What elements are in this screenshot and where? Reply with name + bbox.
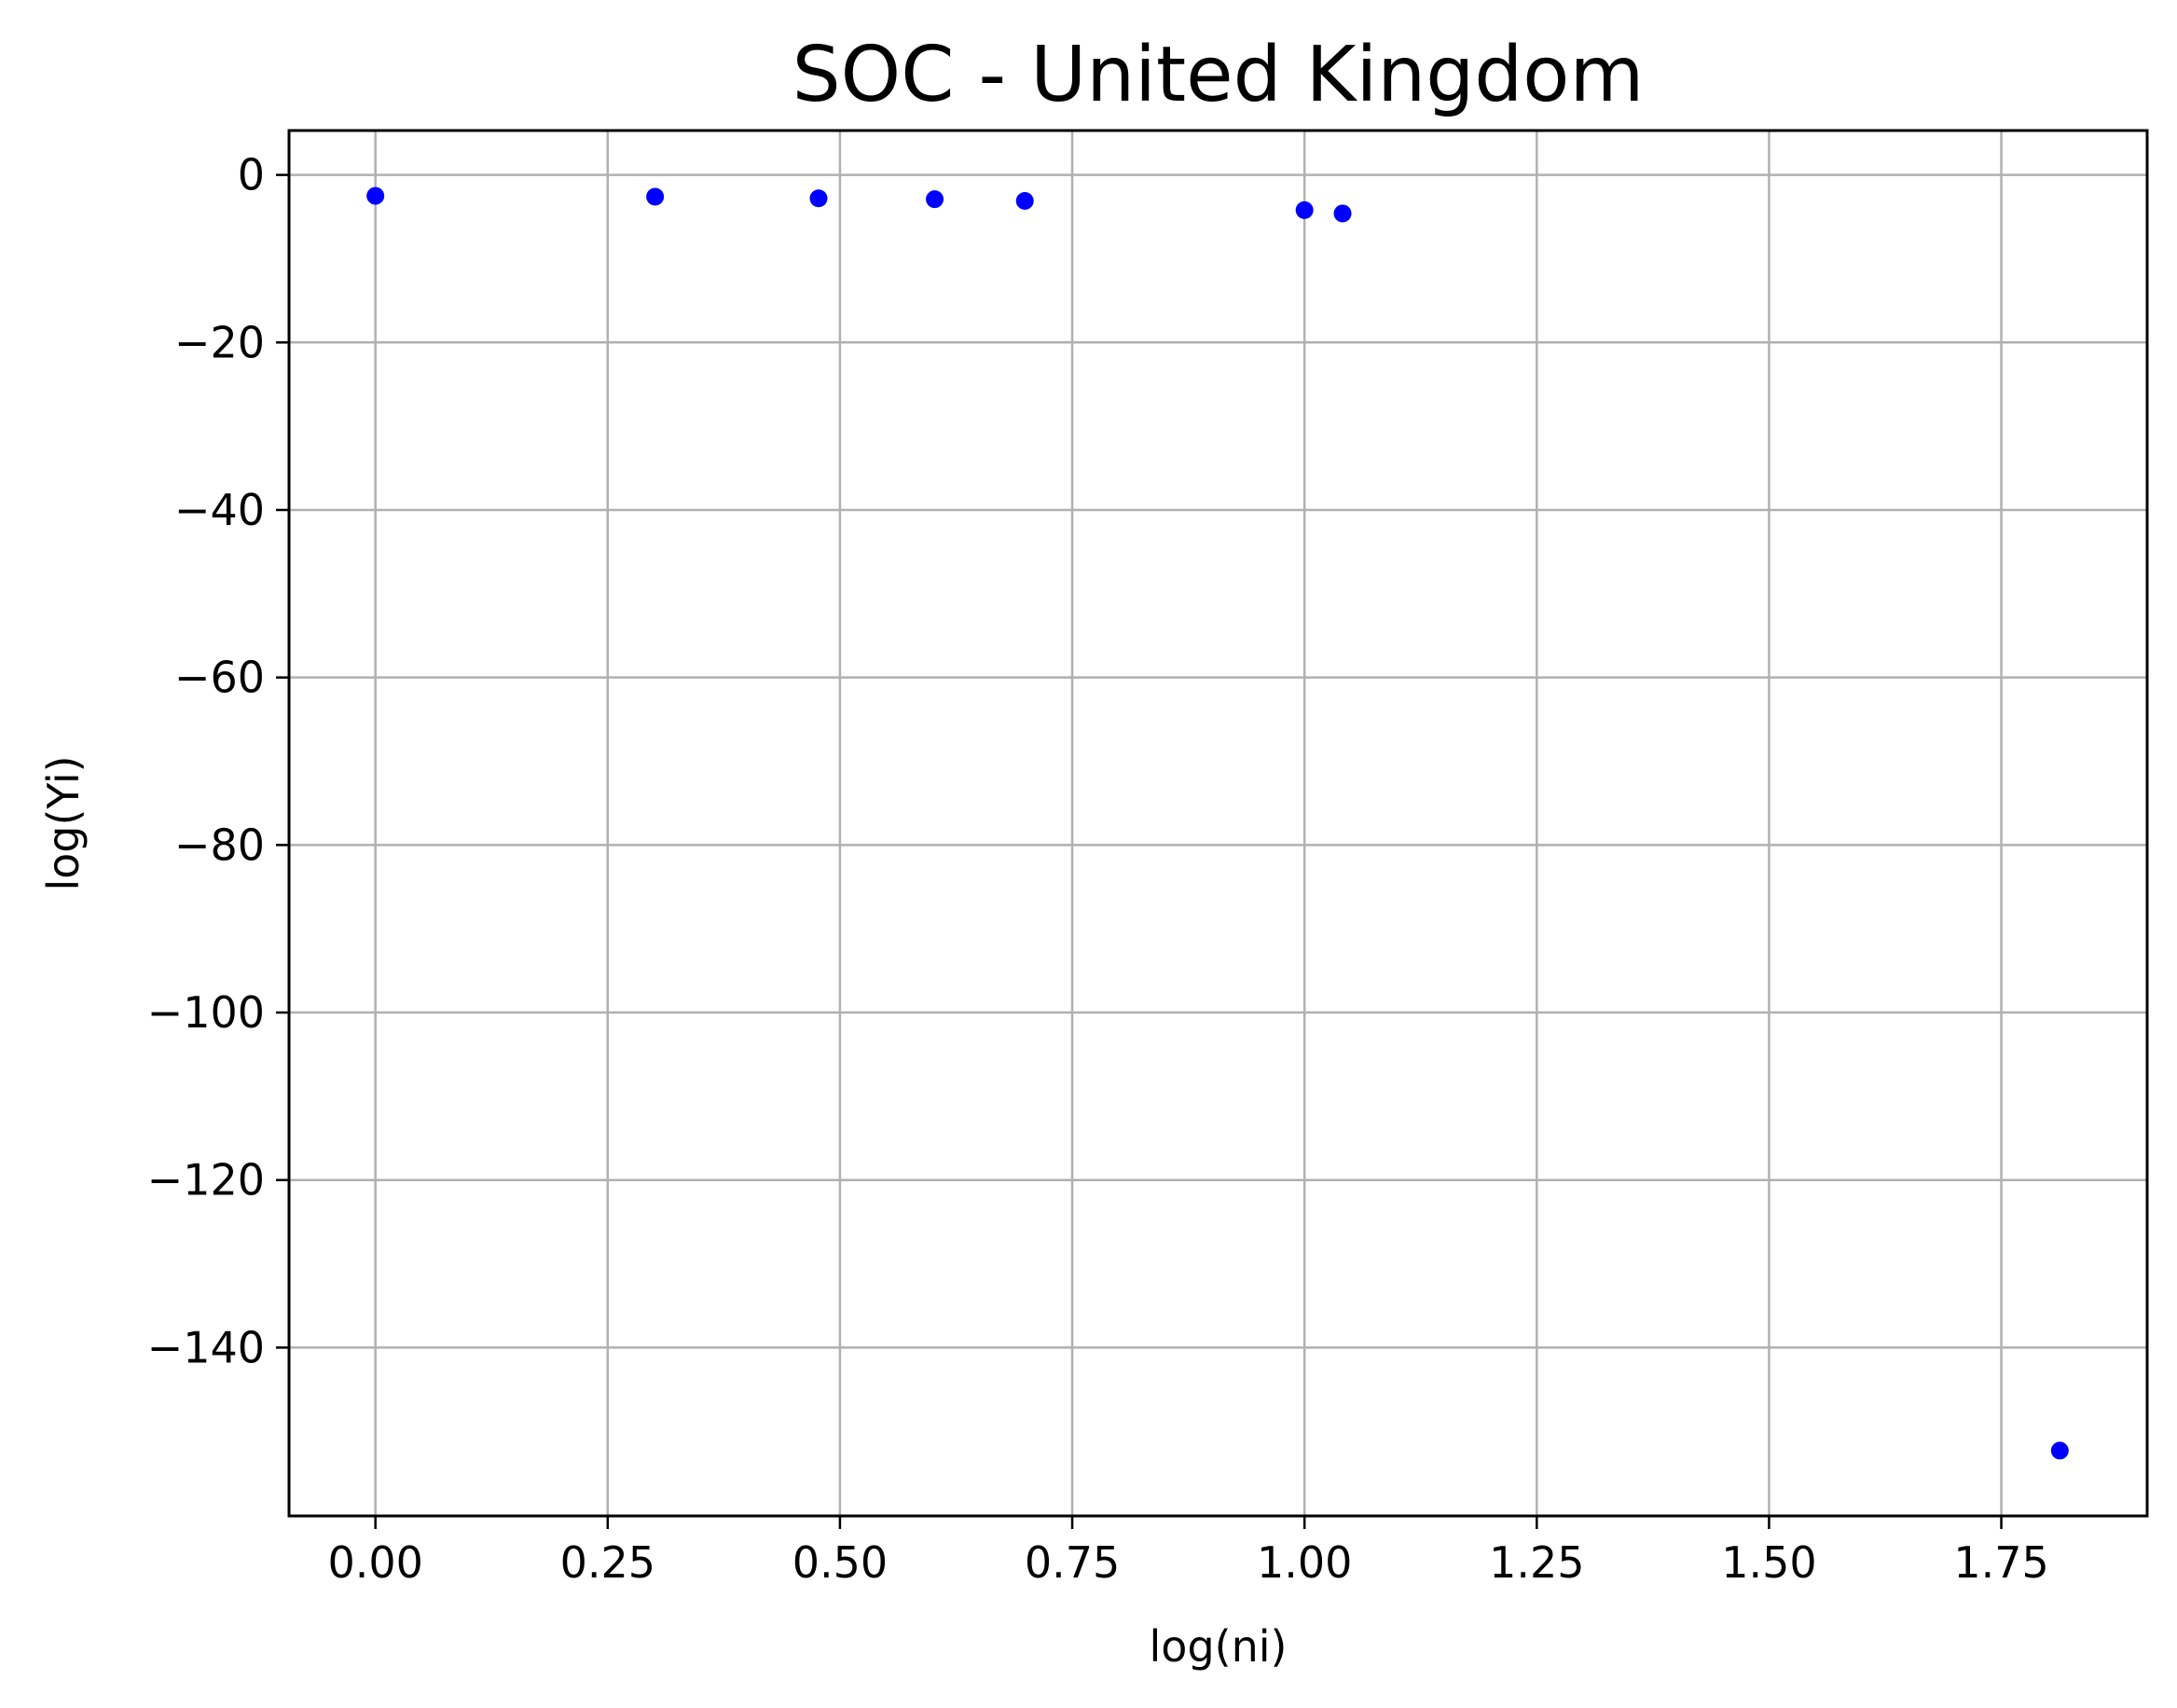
data-point xyxy=(366,186,385,205)
x-tick-label: 1.75 xyxy=(1953,1537,2048,1588)
plot-frame xyxy=(287,129,2149,1518)
y-tick-label: −40 xyxy=(174,485,265,535)
data-point xyxy=(646,187,665,206)
data-point xyxy=(2050,1441,2069,1460)
y-tick-label: −120 xyxy=(147,1155,265,1205)
y-tick-label: 0 xyxy=(238,150,265,200)
grid xyxy=(289,131,2147,1516)
axis-ticks: 0.00 0.25 0.50 0.75 1.00 1.25 1.50 1.75 0 −20 −40 −… xyxy=(147,150,2049,1588)
x-axis-label: log(ni) xyxy=(1150,1621,1288,1672)
data-point xyxy=(1295,200,1314,219)
x-tick-label: 1.50 xyxy=(1721,1537,1816,1588)
y-tick-label: −20 xyxy=(174,317,265,367)
y-tick-label: −60 xyxy=(174,653,265,703)
data-point xyxy=(1015,191,1034,210)
x-tick-label: 0.25 xyxy=(560,1537,655,1588)
y-axis-label: log(Yi) xyxy=(38,755,89,890)
y-tick-label: −140 xyxy=(147,1322,265,1372)
x-tick-label: 1.25 xyxy=(1489,1537,1584,1588)
x-tick-label: 0.75 xyxy=(1025,1537,1120,1588)
chart-title: SOC - United Kingdom xyxy=(792,31,1645,119)
y-tick-label: −80 xyxy=(174,820,265,870)
data-point xyxy=(809,189,828,208)
data-point xyxy=(926,190,944,209)
data-points xyxy=(366,186,2069,1460)
x-tick-label: 0.00 xyxy=(327,1537,422,1588)
data-point xyxy=(1333,204,1352,223)
x-tick-label: 0.50 xyxy=(792,1537,888,1588)
y-tick-label: −100 xyxy=(147,987,265,1038)
x-tick-label: 1.00 xyxy=(1257,1537,1352,1588)
